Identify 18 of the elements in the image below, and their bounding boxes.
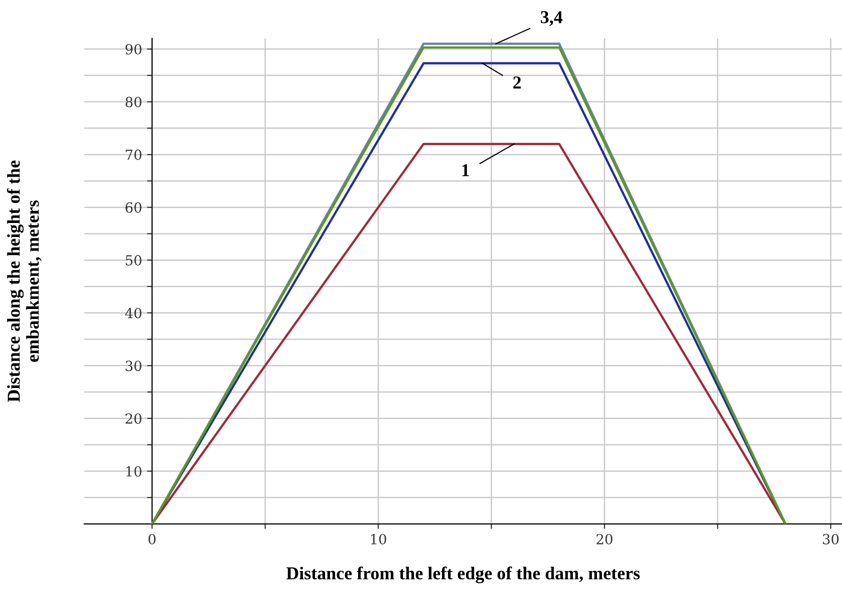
x-axis-title: Distance from the left edge of the dam, meters: [286, 566, 640, 584]
x-tick-label: 20: [596, 534, 612, 544]
annotation: 1: [462, 164, 469, 176]
x-tick-label: 0: [148, 534, 156, 544]
y-tick-label: 60: [126, 202, 142, 213]
y-axis-title: Distance along the height of the embankment, meters: [6, 160, 42, 402]
annotation: 2: [513, 76, 521, 88]
y-tick-label: 50: [126, 255, 142, 266]
y-tick-label: 10: [126, 466, 142, 477]
y-tick-label: 90: [126, 44, 142, 55]
y-tick-label: 40: [125, 308, 142, 318]
y-tick-label: 20: [126, 413, 142, 424]
y-tick-label: 30: [126, 360, 142, 372]
y-tick-label: 80: [126, 96, 142, 108]
x-tick-label: 30: [822, 534, 839, 544]
x-tick-label: 10: [371, 534, 386, 544]
y-tick-label: 70: [126, 150, 142, 160]
annotation: 3,4: [540, 11, 562, 26]
